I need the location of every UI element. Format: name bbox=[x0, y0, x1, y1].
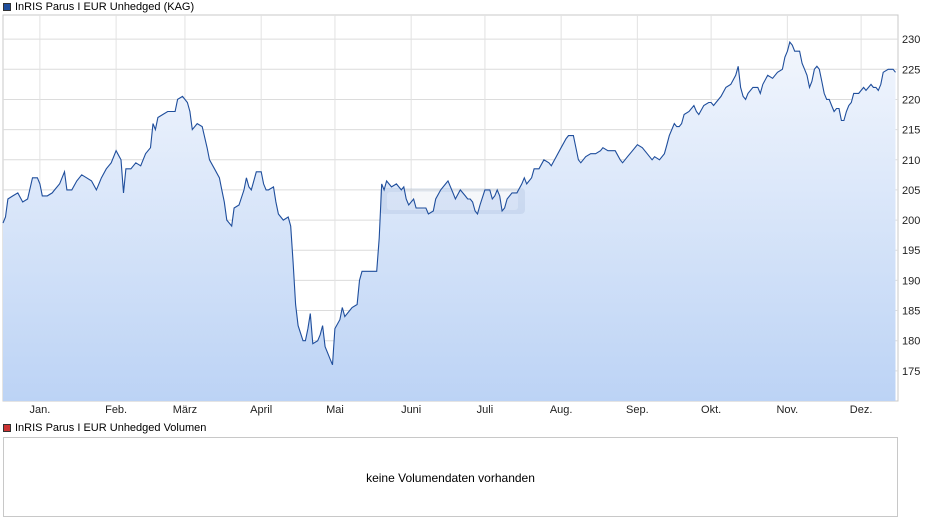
volume-legend-swatch bbox=[3, 424, 11, 432]
x-axis-ticks: Jan. Feb. März April Mai Juni Juli Aug. Sep. Okt.… bbox=[29, 404, 872, 416]
price-legend-swatch bbox=[3, 3, 11, 11]
y-axis-ticks: 175 180 185 190 195 200 205 210 215 220 225 230 bbox=[902, 34, 920, 378]
y-tick-label: 205 bbox=[902, 185, 920, 197]
x-tick-label: März bbox=[173, 404, 197, 416]
no-volume-data-message: keine Volumendaten vorhanden bbox=[366, 471, 535, 485]
x-tick-label: Feb. bbox=[105, 404, 127, 416]
x-tick-label: Juni bbox=[401, 404, 421, 416]
price-line bbox=[2, 40, 896, 366]
volume-chart: keine Volumendaten vorhanden bbox=[3, 437, 898, 517]
x-tick-label: Sep. bbox=[626, 404, 649, 416]
y-tick-label: 225 bbox=[902, 64, 920, 76]
y-tick-label: 195 bbox=[902, 245, 920, 257]
y-tick-label: 180 bbox=[902, 336, 920, 348]
x-tick-label: Dez. bbox=[850, 404, 873, 416]
x-tick-label: Jan. bbox=[29, 404, 50, 416]
x-tick-label: Okt. bbox=[701, 404, 721, 416]
y-tick-label: 175 bbox=[902, 366, 920, 378]
y-tick-label: 210 bbox=[902, 155, 920, 167]
price-area-fill bbox=[3, 42, 896, 401]
x-tick-label: April bbox=[250, 404, 272, 416]
volume-legend: InRIS Parus I EUR Unhedged Volumen bbox=[3, 421, 206, 435]
y-tick-label: 215 bbox=[902, 125, 920, 137]
y-tick-label: 230 bbox=[902, 34, 920, 46]
volume-legend-label: InRIS Parus I EUR Unhedged Volumen bbox=[15, 422, 207, 434]
x-tick-label: Aug. bbox=[550, 404, 573, 416]
x-tick-label: Nov. bbox=[776, 404, 798, 416]
y-tick-label: 190 bbox=[902, 275, 920, 287]
price-legend: InRIS Parus I EUR Unhedged (KAG) bbox=[3, 0, 194, 14]
y-tick-label: 185 bbox=[902, 306, 920, 318]
price-legend-label: InRIS Parus I EUR Unhedged (KAG) bbox=[15, 1, 195, 13]
x-tick-label: Juli bbox=[477, 404, 494, 416]
y-tick-label: 220 bbox=[902, 94, 920, 106]
y-tick-label: 200 bbox=[902, 215, 920, 227]
price-chart: 175 180 185 190 195 200 205 210 215 220 225 230 Jan… bbox=[2, 14, 920, 416]
x-tick-label: Mai bbox=[326, 404, 344, 416]
